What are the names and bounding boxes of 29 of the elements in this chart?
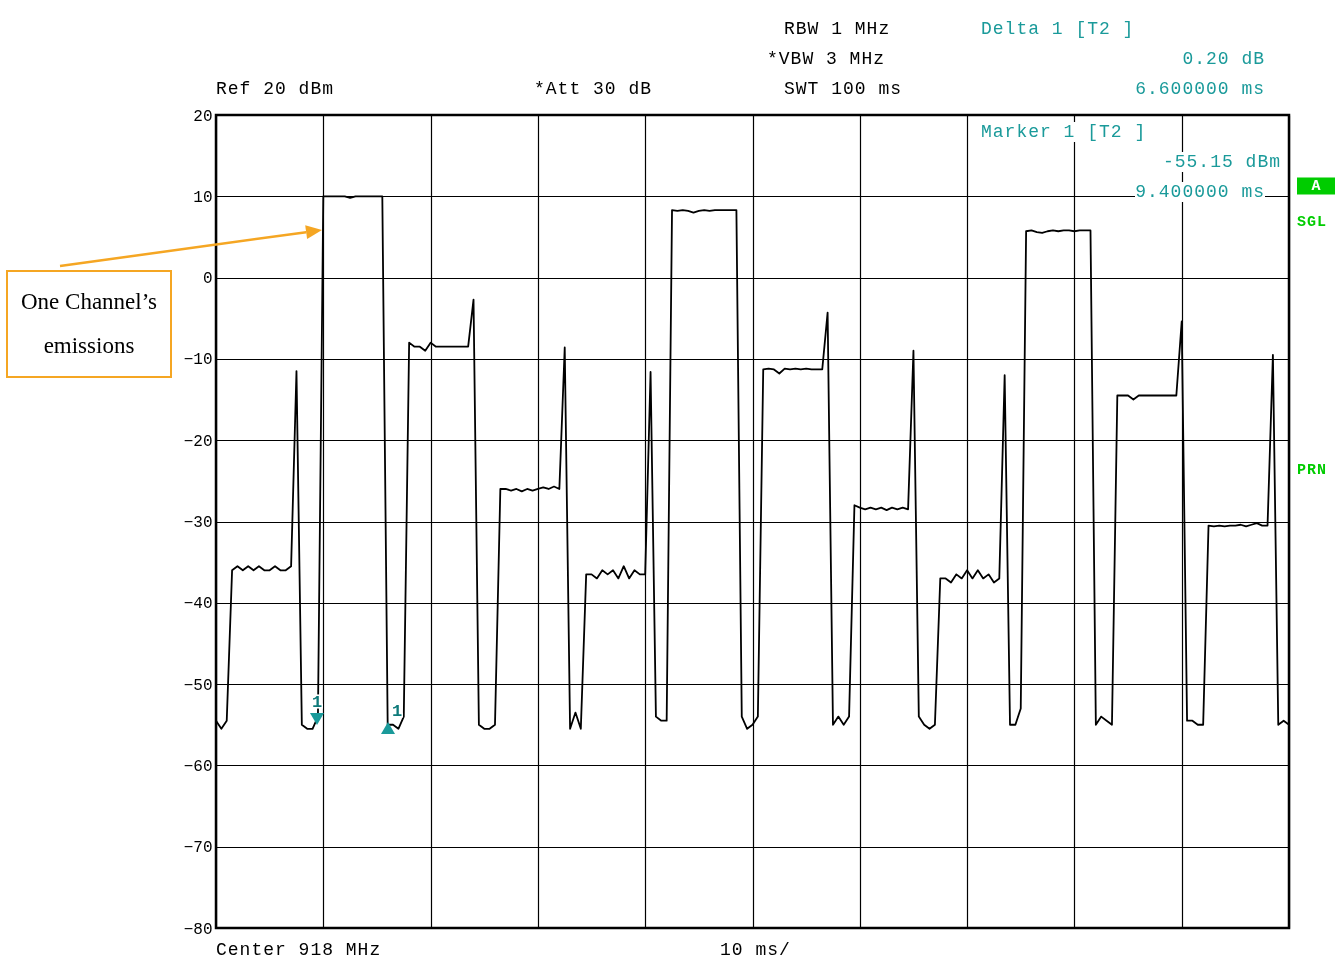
- y-tick-label: −10: [183, 351, 213, 370]
- annotation: Marker 1 [T2 ]: [981, 122, 1147, 142]
- annotation: 9.400000 ms: [1135, 182, 1265, 202]
- text: RBW 1 MHz: [784, 19, 891, 39]
- text: 6.600000 ms: [1135, 79, 1265, 99]
- text: Delta 1 [T2 ]: [981, 19, 1135, 39]
- text: SWT 100 ms: [784, 79, 903, 99]
- text: SGL: [1297, 213, 1328, 231]
- y-tick-label: 20: [193, 107, 213, 126]
- annotation: 1: [391, 702, 403, 721]
- text: *Att 30 dB: [534, 79, 653, 99]
- y-tick-label: 0: [202, 270, 213, 289]
- text: PRN: [1297, 461, 1328, 479]
- text: One Channel’s emissions: [6, 270, 172, 378]
- y-tick-label: 10: [193, 188, 213, 207]
- y-tick-label: −60: [183, 757, 213, 776]
- y-tick-label: −70: [183, 839, 213, 858]
- text: Ref 20 dBm: [216, 79, 335, 99]
- text: Center 918 MHz: [216, 940, 382, 960]
- text: *VBW 3 MHz: [767, 49, 886, 69]
- y-tick-label: −80: [183, 920, 213, 939]
- y-tick-label: −40: [183, 595, 213, 614]
- text: A: [1297, 177, 1335, 195]
- y-tick-label: −30: [183, 514, 213, 532]
- text: 0.20 dB: [1182, 49, 1265, 69]
- text: 10 ms/: [720, 940, 791, 960]
- annotation: -55.15 dBm: [1162, 152, 1281, 172]
- y-tick-label: −50: [183, 676, 213, 695]
- y-tick-label: −20: [183, 432, 213, 451]
